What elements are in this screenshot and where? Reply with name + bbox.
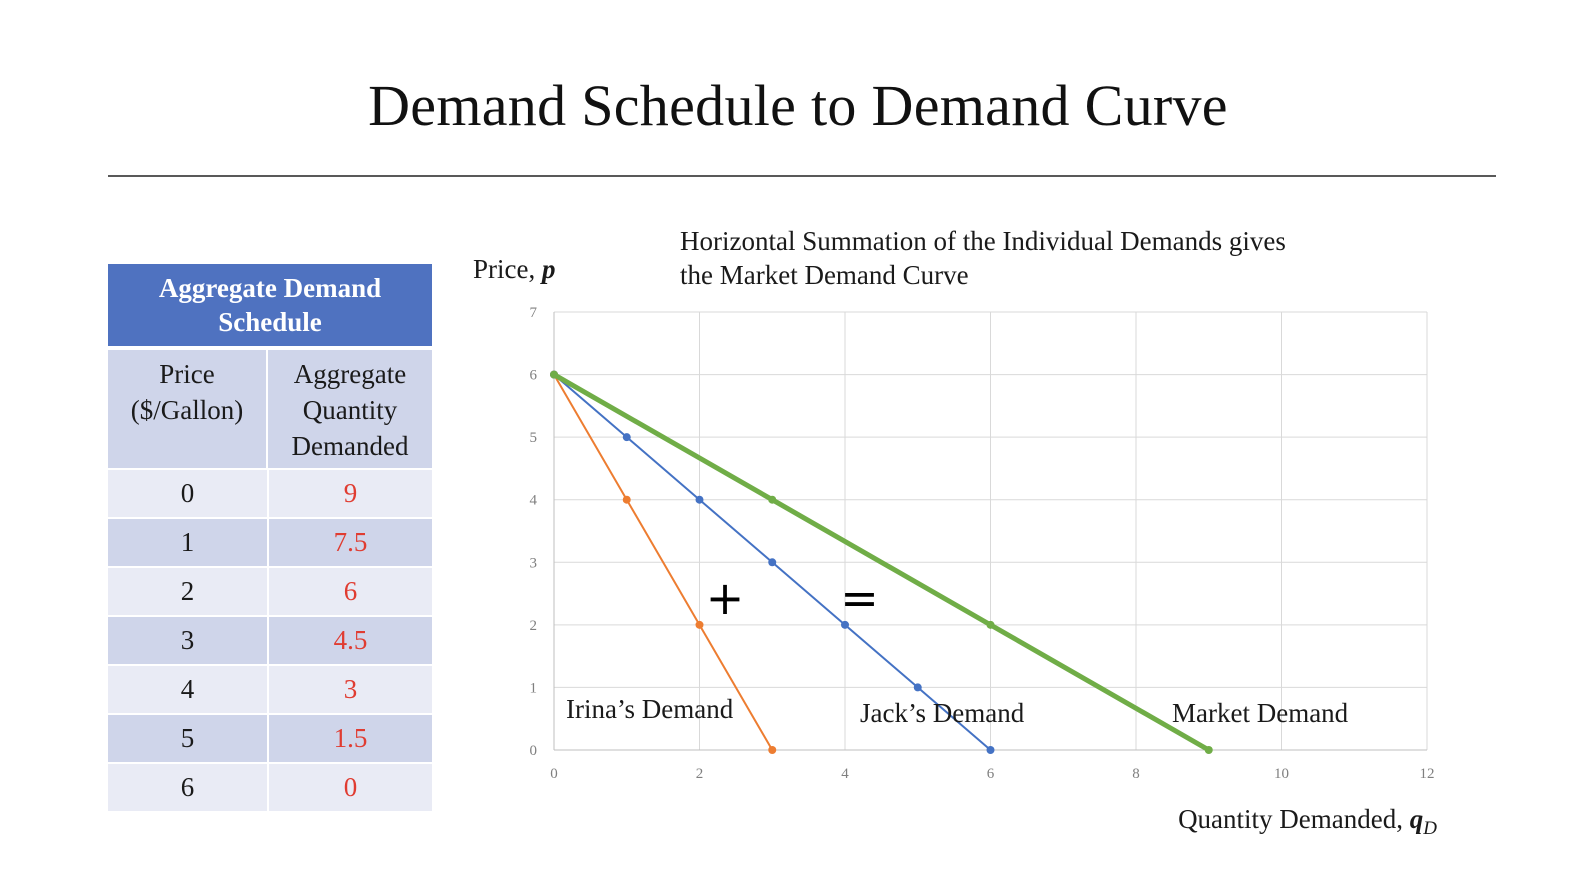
column-header-row: Price ($/Gallon) Aggregate Quantity Dema… (108, 350, 432, 468)
table-row: 5 1.5 (108, 713, 432, 762)
price-cell: 0 (108, 470, 270, 517)
x-axis-label: Quantity Demanded, qD (1178, 804, 1437, 839)
data-point (986, 620, 995, 629)
data-point (1204, 746, 1213, 754)
column-header-price: Price ($/Gallon) (108, 350, 268, 468)
y-tick-label: 0 (530, 743, 538, 759)
data-point (913, 683, 922, 692)
title-divider (108, 175, 1496, 177)
data-point (550, 370, 558, 379)
data-point (622, 433, 631, 442)
y-tick-label: 5 (530, 430, 538, 446)
slide-title: Demand Schedule to Demand Curve (368, 73, 1228, 138)
quantity-cell: 7.5 (333, 527, 368, 557)
y-tick-label: 7 (530, 305, 538, 321)
data-point (768, 495, 777, 504)
series-label: Irina’s Demand (566, 694, 734, 724)
table-row: 1 7.5 (108, 517, 432, 566)
y-tick-label: 6 (530, 368, 538, 384)
x-tick-label: 2 (696, 766, 704, 782)
series-label: Jack’s Demand (860, 698, 1025, 728)
price-cell: 6 (108, 764, 270, 811)
table-header: Aggregate Demand Schedule (108, 264, 432, 350)
series-label: Market Demand (1172, 698, 1349, 728)
table-row: 3 4.5 (108, 615, 432, 664)
x-axis-variable: q (1410, 804, 1424, 834)
y-tick-label: 2 (530, 618, 538, 634)
quantity-cell: 1.5 (333, 723, 368, 753)
quantity-cell: 6 (343, 576, 358, 606)
operator-annotation: = (840, 571, 879, 625)
series-line-2 (552, 372, 1210, 753)
series-line-0 (553, 374, 774, 751)
data-point (986, 746, 995, 754)
data-point (695, 495, 704, 504)
price-cell: 3 (108, 617, 270, 664)
price-cell: 4 (108, 666, 270, 713)
y-tick-label: 4 (530, 493, 538, 509)
x-tick-label: 4 (841, 766, 849, 782)
x-tick-label: 10 (1274, 766, 1289, 782)
table-header-label: Aggregate Demand Schedule (158, 273, 382, 337)
column-header-quantity: Aggregate Quantity Demanded (268, 350, 432, 468)
x-axis-subscript: D (1422, 818, 1437, 839)
x-tick-label: 12 (1420, 766, 1435, 782)
column-header-quantity-label: Aggregate Quantity Demanded (291, 359, 409, 461)
x-tick-label: 6 (987, 766, 995, 782)
operator-annotation: + (706, 571, 745, 625)
y-tick-label: 3 (530, 555, 538, 571)
price-cell: 1 (108, 519, 270, 566)
quantity-cell: 9 (343, 478, 358, 508)
y-axis-variable: p (540, 254, 556, 284)
x-tick-label: 8 (1132, 766, 1140, 782)
chart-title-line: the Market Demand Curve (680, 260, 969, 290)
data-point (622, 495, 631, 504)
data-point (695, 620, 704, 629)
quantity-cell: 4.5 (333, 625, 368, 655)
table-body: 0 9 1 7.5 2 6 3 4.5 4 3 5 1.5 6 0 (108, 468, 432, 811)
quantity-cell: 3 (343, 674, 358, 704)
demand-schedule-table: Aggregate Demand Schedule Price ($/Gallo… (108, 264, 432, 811)
price-cell: 2 (108, 568, 270, 615)
data-point (841, 620, 849, 629)
x-tick-label: 0 (550, 766, 558, 782)
quantity-cell: 0 (343, 772, 358, 802)
y-tick-label: 1 (530, 680, 538, 696)
column-header-price-label: Price ($/Gallon) (130, 359, 244, 425)
price-cell: 5 (108, 715, 270, 762)
data-point (768, 746, 777, 754)
data-point (768, 558, 777, 567)
y-axis-label: Price, p (473, 254, 555, 284)
chart-title-line: Horizontal Summation of the Individual D… (680, 226, 1286, 256)
